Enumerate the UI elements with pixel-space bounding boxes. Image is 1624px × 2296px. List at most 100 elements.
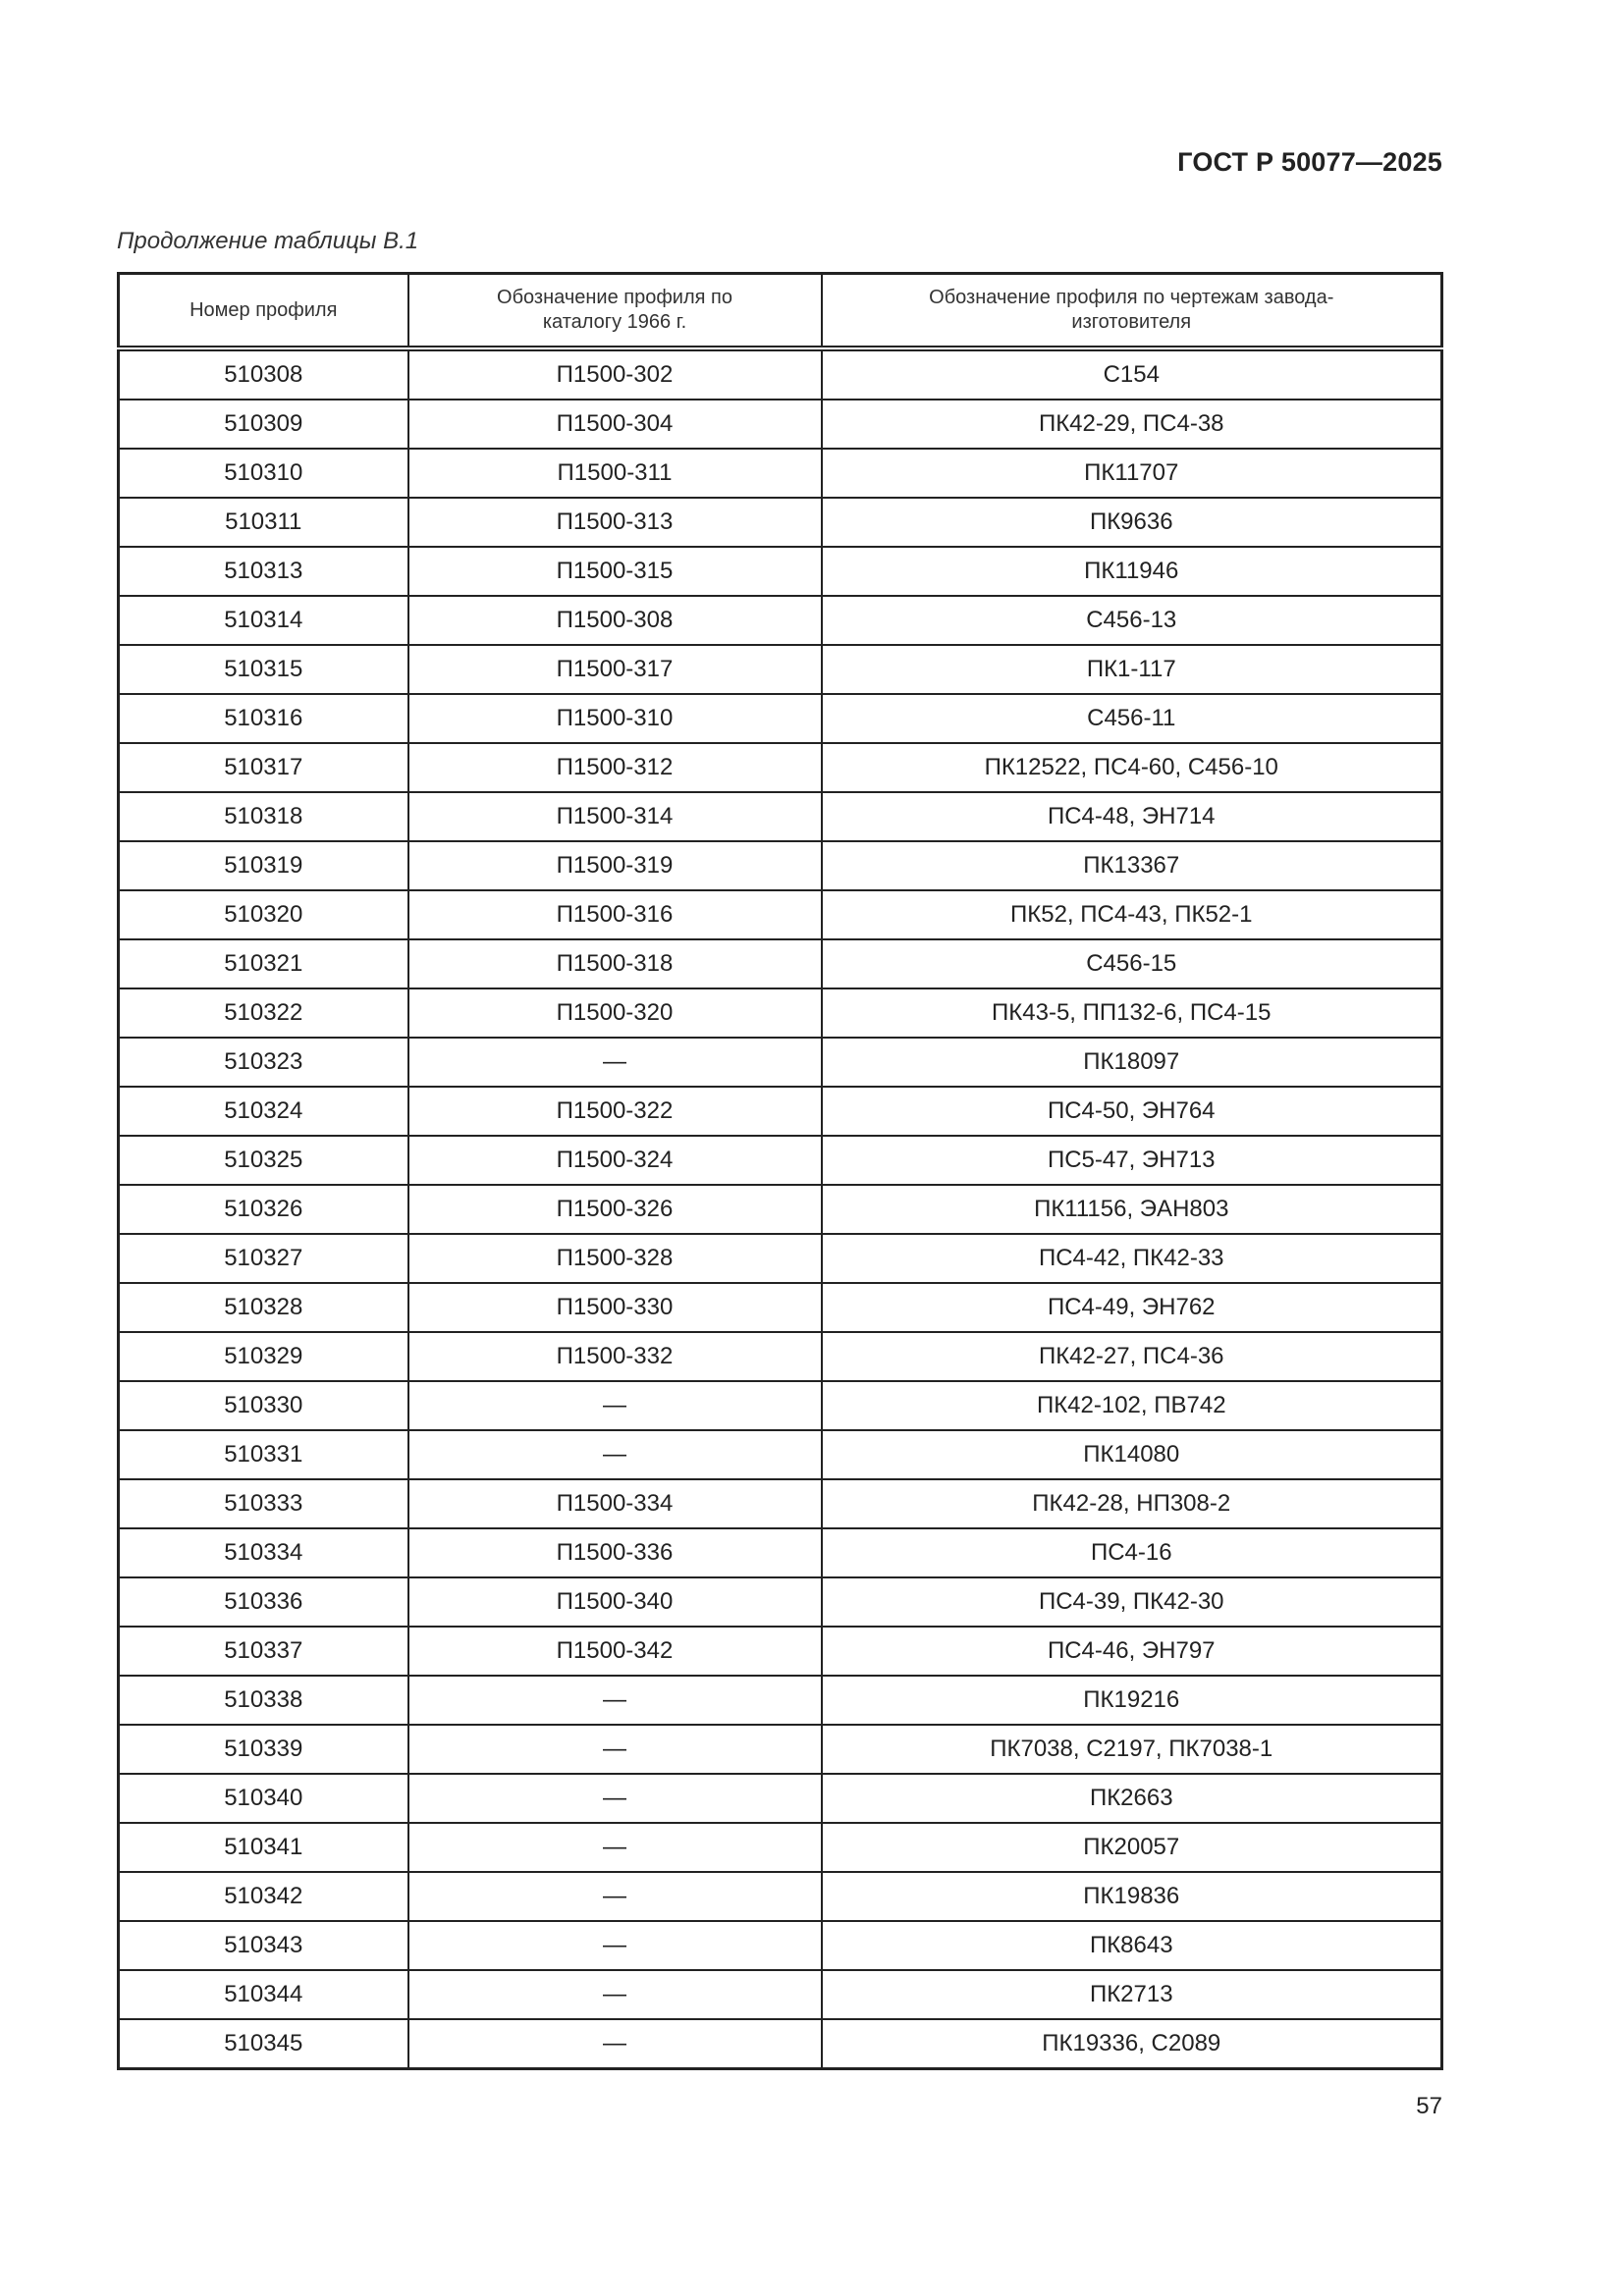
cell-catalog-1966: — [406,1429,823,1480]
cell-profile-number: 510320 [117,889,409,940]
table-row: 510314 П1500-308 С456-13 [117,595,1443,646]
cell-manufacturer-drawing: ПК20057 [820,1822,1443,1873]
cell-profile-number: 510334 [117,1527,409,1578]
cell-manufacturer-drawing: ПС4-39, ПК42-30 [820,1576,1443,1628]
table-row: 510338— ПК19216 [117,1675,1443,1726]
cell-catalog-1966: П1500-324 [406,1135,823,1186]
cell-profile-number: 510336 [117,1576,409,1628]
cell-profile-number: 510342 [117,1871,409,1922]
table-row: 510330— ПК42-102, ПВ742 [117,1380,1443,1431]
column-header-profile-number: Номер профиля [117,272,409,349]
cell-manufacturer-drawing: ПК42-27, ПС4-36 [820,1331,1443,1382]
cell-profile-number: 510310 [117,448,409,499]
cell-catalog-1966: П1500-314 [406,791,823,842]
cell-manufacturer-drawing: ПК11707 [820,448,1443,499]
cell-profile-number: 510314 [117,595,409,646]
cell-catalog-1966: П1500-308 [406,595,823,646]
cell-catalog-1966: — [406,1724,823,1775]
cell-catalog-1966: П1500-311 [406,448,823,499]
table-row: 510313 П1500-315 ПК11946 [117,546,1443,597]
table-row: 510321 П1500-318 С456-15 [117,938,1443,989]
cell-profile-number: 510309 [117,399,409,450]
cell-profile-number: 510329 [117,1331,409,1382]
cell-catalog-1966: — [406,1037,823,1088]
cell-catalog-1966: — [406,1822,823,1873]
table-row: 510318 П1500-314 ПС4-48, ЭН714 [117,791,1443,842]
cell-catalog-1966: П1500-320 [406,988,823,1039]
table-row: 510326 П1500-326 ПК11156, ЭАН803 [117,1184,1443,1235]
table-row: 510342— ПК19836 [117,1871,1443,1922]
cell-profile-number: 510321 [117,938,409,989]
cell-manufacturer-drawing: ПК42-102, ПВ742 [820,1380,1443,1431]
table-row: 510325 П1500-324 ПС5-47, ЭН713 [117,1135,1443,1186]
cell-catalog-1966: П1500-330 [406,1282,823,1333]
table-row: 510310 П1500-311 ПК11707 [117,448,1443,499]
table-row: 510344— ПК2713 [117,1969,1443,2020]
cell-catalog-1966: П1500-319 [406,840,823,891]
cell-manufacturer-drawing: ПС4-46, ЭН797 [820,1626,1443,1677]
page-number: 57 [1416,2093,1442,2119]
cell-profile-number: 510345 [117,2018,409,2070]
table-row: 510337 П1500-342 ПС4-46, ЭН797 [117,1626,1443,1677]
table-caption: Продолжение таблицы В.1 [117,228,419,254]
table-row: 510316 П1500-310 С456-11 [117,693,1443,744]
cell-catalog-1966: — [406,2018,823,2070]
cell-manufacturer-drawing: ПК2713 [820,1969,1443,2020]
cell-manufacturer-drawing: ПК19336, С2089 [820,2018,1443,2070]
cell-manufacturer-drawing: ПС4-42, ПК42-33 [820,1233,1443,1284]
cell-catalog-1966: — [406,1773,823,1824]
cell-profile-number: 510311 [117,497,409,548]
cell-profile-number: 510313 [117,546,409,597]
cell-profile-number: 510324 [117,1086,409,1137]
table-row: 510324 П1500-322 ПС4-50, ЭН764 [117,1086,1443,1137]
cell-catalog-1966: — [406,1380,823,1431]
cell-manufacturer-drawing: ПК14080 [820,1429,1443,1480]
cell-manufacturer-drawing: ПК19836 [820,1871,1443,1922]
cell-profile-number: 510331 [117,1429,409,1480]
cell-manufacturer-drawing: ПК42-29, ПС4-38 [820,399,1443,450]
cell-catalog-1966: П1500-334 [406,1478,823,1529]
cell-profile-number: 510343 [117,1920,409,1971]
table-header-row: Номер профиля Обозначение профиля по кат… [117,272,1443,349]
cell-manufacturer-drawing: ПС4-50, ЭН764 [820,1086,1443,1137]
cell-catalog-1966: — [406,1871,823,1922]
cell-catalog-1966: П1500-304 [406,399,823,450]
cell-manufacturer-drawing: ПС4-48, ЭН714 [820,791,1443,842]
cell-catalog-1966: П1500-328 [406,1233,823,1284]
table-row: 510341— ПК20057 [117,1822,1443,1873]
cell-catalog-1966: — [406,1920,823,1971]
cell-manufacturer-drawing: ПК1-117 [820,644,1443,695]
cell-profile-number: 510325 [117,1135,409,1186]
cell-profile-number: 510315 [117,644,409,695]
cell-manufacturer-drawing: ПК43-5, ПП132-6, ПС4-15 [820,988,1443,1039]
cell-manufacturer-drawing: ПК52, ПС4-43, ПК52-1 [820,889,1443,940]
cell-profile-number: 510333 [117,1478,409,1529]
cell-manufacturer-drawing: ПК2663 [820,1773,1443,1824]
cell-catalog-1966: П1500-317 [406,644,823,695]
table-row: 510319 П1500-319 ПК13367 [117,840,1443,891]
cell-manufacturer-drawing: ПК19216 [820,1675,1443,1726]
cell-catalog-1966: П1500-316 [406,889,823,940]
cell-manufacturer-drawing: ПК13367 [820,840,1443,891]
table-row: 510328 П1500-330 ПС4-49, ЭН762 [117,1282,1443,1333]
table-row: 510334 П1500-336 ПС4-16 [117,1527,1443,1578]
cell-catalog-1966: П1500-312 [406,742,823,793]
cell-profile-number: 510330 [117,1380,409,1431]
cell-catalog-1966: П1500-302 [406,347,823,400]
cell-manufacturer-drawing: ПК11156, ЭАН803 [820,1184,1443,1235]
table-row: 510320 П1500-316 ПК52, ПС4-43, ПК52-1 [117,889,1443,940]
cell-profile-number: 510338 [117,1675,409,1726]
cell-catalog-1966: П1500-326 [406,1184,823,1235]
cell-profile-number: 510317 [117,742,409,793]
cell-profile-number: 510344 [117,1969,409,2020]
table-row: 510309 П1500-304 ПК42-29, ПС4-38 [117,399,1443,450]
table-row: 510333 П1500-334 ПК42-28, НП308-2 [117,1478,1443,1529]
cell-catalog-1966: П1500-315 [406,546,823,597]
table-row: 510311 П1500-313 ПК9636 [117,497,1443,548]
cell-catalog-1966: — [406,1969,823,2020]
table-row: 510308 П1500-302 С154 [117,347,1443,400]
cell-manufacturer-drawing: ПК12522, ПС4-60, С456-10 [820,742,1443,793]
table-row: 510327 П1500-328 ПС4-42, ПК42-33 [117,1233,1443,1284]
column-header-manufacturer-drawing: Обозначение профиля по чертежам завода-и… [820,272,1443,349]
cell-manufacturer-drawing: ПК8643 [820,1920,1443,1971]
